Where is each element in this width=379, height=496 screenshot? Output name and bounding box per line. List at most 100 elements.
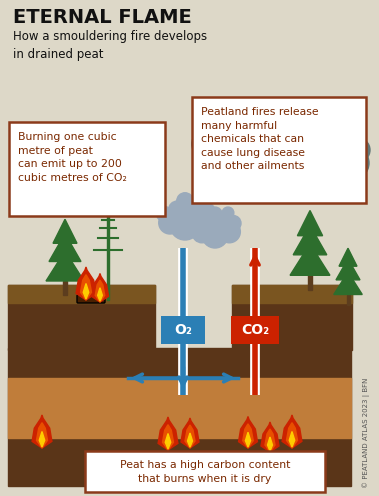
Polygon shape: [339, 248, 357, 266]
Polygon shape: [289, 432, 295, 447]
Polygon shape: [188, 433, 193, 447]
Circle shape: [230, 105, 260, 135]
Polygon shape: [181, 418, 199, 448]
Text: © PEATLAND ATLAS 2023 | BFN: © PEATLAND ATLAS 2023 | BFN: [362, 377, 370, 488]
Circle shape: [208, 207, 222, 221]
Circle shape: [157, 206, 172, 221]
Polygon shape: [36, 423, 47, 448]
Circle shape: [183, 199, 202, 218]
Bar: [232, 285, 352, 303]
Circle shape: [260, 105, 286, 130]
Polygon shape: [39, 432, 45, 447]
Polygon shape: [83, 284, 89, 299]
Polygon shape: [53, 219, 77, 244]
Polygon shape: [290, 244, 330, 275]
Polygon shape: [238, 417, 257, 448]
Polygon shape: [49, 234, 81, 261]
Circle shape: [222, 207, 234, 219]
Circle shape: [327, 133, 353, 159]
Circle shape: [213, 212, 230, 229]
Polygon shape: [261, 422, 279, 452]
Circle shape: [346, 138, 370, 162]
Text: CO₂: CO₂: [241, 323, 269, 337]
Circle shape: [301, 128, 342, 170]
Circle shape: [252, 134, 300, 182]
Circle shape: [202, 222, 228, 248]
Circle shape: [214, 120, 248, 154]
Circle shape: [308, 103, 330, 125]
Circle shape: [192, 223, 212, 243]
Polygon shape: [91, 273, 108, 302]
Circle shape: [189, 208, 214, 234]
FancyBboxPatch shape: [85, 451, 325, 492]
FancyBboxPatch shape: [9, 122, 165, 216]
Polygon shape: [243, 424, 253, 448]
Polygon shape: [265, 429, 275, 452]
FancyBboxPatch shape: [192, 97, 366, 203]
Polygon shape: [298, 210, 323, 236]
Circle shape: [314, 119, 343, 148]
Circle shape: [190, 219, 203, 232]
Text: Burning one cubic
metre of peat
can emit up to 200
cubic metres of CO₂: Burning one cubic metre of peat can emit…: [18, 132, 127, 183]
Bar: [346, 295, 349, 305]
Circle shape: [218, 221, 240, 243]
Circle shape: [310, 148, 350, 188]
Circle shape: [170, 210, 200, 240]
FancyBboxPatch shape: [77, 295, 105, 303]
Circle shape: [268, 123, 301, 157]
Polygon shape: [95, 280, 105, 302]
Text: Peat has a high carbon content
that burns when it is dry: Peat has a high carbon content that burn…: [120, 460, 290, 484]
Polygon shape: [32, 415, 52, 448]
Circle shape: [341, 125, 359, 143]
Polygon shape: [76, 267, 96, 300]
Bar: [107, 210, 109, 300]
Text: O₂: O₂: [174, 323, 192, 337]
Bar: [232, 285, 352, 350]
Polygon shape: [185, 425, 195, 448]
Circle shape: [291, 113, 323, 144]
Circle shape: [177, 193, 193, 209]
Polygon shape: [98, 288, 102, 301]
Circle shape: [201, 214, 216, 230]
Polygon shape: [46, 251, 84, 281]
Circle shape: [335, 146, 369, 180]
Polygon shape: [334, 272, 362, 295]
FancyBboxPatch shape: [231, 316, 279, 344]
Polygon shape: [245, 432, 251, 447]
Bar: [308, 275, 312, 290]
Bar: [63, 281, 67, 295]
FancyBboxPatch shape: [161, 316, 205, 344]
Bar: [8, 285, 155, 303]
Circle shape: [241, 116, 277, 152]
Polygon shape: [282, 415, 302, 448]
Bar: [8, 348, 351, 486]
Circle shape: [319, 125, 341, 147]
Circle shape: [292, 143, 312, 163]
Circle shape: [269, 117, 298, 145]
Polygon shape: [268, 437, 273, 451]
Circle shape: [282, 103, 308, 130]
Polygon shape: [80, 275, 91, 300]
Circle shape: [295, 150, 325, 180]
Bar: [8, 378, 351, 438]
Circle shape: [159, 211, 181, 234]
Bar: [8, 285, 155, 350]
Polygon shape: [158, 417, 178, 450]
Circle shape: [217, 137, 273, 193]
Text: Peatland fires release
many harmful
chemicals that can
cause lung disease
and ot: Peatland fires release many harmful chem…: [201, 107, 319, 172]
Circle shape: [197, 202, 215, 221]
Polygon shape: [287, 423, 298, 448]
Circle shape: [308, 136, 332, 160]
Circle shape: [271, 131, 319, 179]
Circle shape: [226, 215, 241, 231]
Text: ETERNAL FLAME: ETERNAL FLAME: [13, 8, 192, 27]
Circle shape: [196, 140, 238, 182]
Polygon shape: [293, 225, 327, 255]
Circle shape: [169, 201, 186, 219]
Circle shape: [253, 133, 289, 170]
Polygon shape: [163, 425, 174, 450]
Circle shape: [193, 193, 207, 206]
Polygon shape: [336, 259, 360, 280]
Circle shape: [192, 130, 220, 158]
Circle shape: [249, 125, 273, 149]
